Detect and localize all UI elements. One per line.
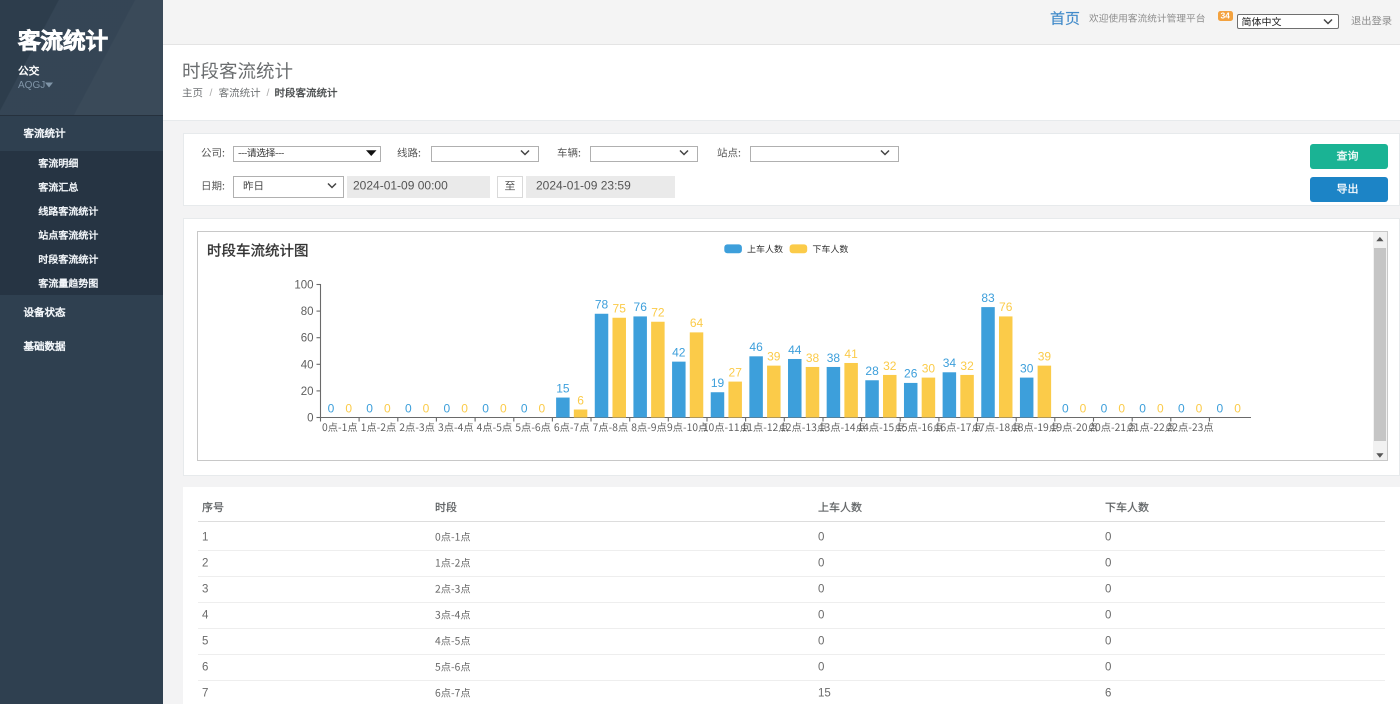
svg-text:38: 38 (806, 351, 820, 365)
svg-text:1: 1 (202, 532, 208, 544)
svg-text:0: 0 (521, 401, 528, 415)
svg-text:0: 0 (1101, 401, 1108, 415)
svg-text:0: 0 (444, 401, 451, 415)
svg-text:0: 0 (1105, 636, 1111, 648)
svg-text:34: 34 (943, 356, 957, 370)
svg-text:76: 76 (634, 300, 648, 314)
svg-text:0: 0 (1105, 532, 1111, 544)
svg-text:32: 32 (883, 359, 897, 373)
svg-text:0: 0 (1105, 610, 1111, 622)
svg-text:2: 2 (202, 558, 208, 570)
svg-text:0: 0 (818, 610, 824, 622)
svg-text:20: 20 (301, 386, 314, 398)
svg-text:0: 0 (328, 401, 335, 415)
svg-text:0: 0 (1139, 401, 1146, 415)
svg-text:44: 44 (788, 343, 802, 357)
svg-text:39: 39 (1038, 350, 1052, 364)
svg-text:42: 42 (672, 346, 686, 360)
svg-text:30: 30 (1020, 361, 1034, 375)
svg-text:75: 75 (613, 302, 627, 316)
svg-text:0: 0 (461, 401, 468, 415)
svg-text:0: 0 (818, 584, 824, 596)
svg-text:76: 76 (999, 300, 1013, 314)
svg-text:2024-01-09 23:59: 2024-01-09 23:59 (536, 179, 631, 193)
svg-text:60: 60 (301, 333, 314, 345)
svg-text:34: 34 (1220, 11, 1230, 21)
svg-text:80: 80 (301, 306, 314, 318)
svg-text:7: 7 (202, 688, 208, 700)
svg-text:0: 0 (345, 401, 352, 415)
svg-text:0: 0 (818, 558, 824, 570)
svg-text:0: 0 (1105, 584, 1111, 596)
svg-text:0: 0 (1217, 401, 1224, 415)
svg-text:15: 15 (818, 688, 831, 700)
svg-text:2024-01-09 00:00: 2024-01-09 00:00 (353, 179, 448, 193)
svg-text:0: 0 (1062, 401, 1069, 415)
svg-text:28: 28 (865, 364, 879, 378)
svg-text:0: 0 (482, 401, 489, 415)
svg-text:0: 0 (1118, 401, 1125, 415)
svg-text:0: 0 (500, 401, 507, 415)
svg-text:6: 6 (577, 393, 584, 407)
svg-text:78: 78 (595, 298, 609, 312)
svg-text:0: 0 (1196, 401, 1203, 415)
svg-text:72: 72 (651, 306, 665, 320)
svg-text:0: 0 (818, 636, 824, 648)
svg-text:3: 3 (202, 584, 208, 596)
svg-text:41: 41 (844, 347, 858, 361)
svg-text:15: 15 (556, 381, 570, 395)
svg-text:30: 30 (922, 361, 936, 375)
svg-text:27: 27 (729, 365, 743, 379)
svg-text:0: 0 (1105, 558, 1111, 570)
svg-text:0: 0 (818, 532, 824, 544)
svg-text:0: 0 (1178, 401, 1185, 415)
svg-text:0: 0 (405, 401, 412, 415)
svg-text:39: 39 (767, 350, 781, 364)
svg-text:83: 83 (981, 291, 995, 305)
svg-text:0: 0 (539, 401, 546, 415)
svg-text:/: / (210, 87, 213, 99)
svg-text:5: 5 (202, 636, 208, 648)
svg-text:0: 0 (423, 401, 430, 415)
svg-text:64: 64 (690, 316, 704, 330)
svg-text:0: 0 (1080, 401, 1087, 415)
svg-text:0: 0 (1157, 401, 1164, 415)
svg-text:0: 0 (366, 401, 373, 415)
svg-text:32: 32 (960, 359, 974, 373)
svg-text:0: 0 (818, 662, 824, 674)
svg-text:0: 0 (1105, 662, 1111, 674)
svg-text:0: 0 (1234, 401, 1241, 415)
svg-text:4: 4 (202, 610, 209, 622)
svg-text:0: 0 (307, 413, 313, 425)
svg-text:AQGJ: AQGJ (18, 80, 45, 91)
svg-text:100: 100 (294, 280, 313, 292)
svg-text:40: 40 (301, 359, 314, 371)
svg-text:19: 19 (711, 376, 725, 390)
svg-text:6: 6 (1105, 688, 1111, 700)
svg-text:6: 6 (202, 662, 208, 674)
svg-text:46: 46 (749, 340, 763, 354)
svg-text:38: 38 (827, 351, 841, 365)
svg-text:26: 26 (904, 367, 918, 381)
svg-text:/: / (267, 87, 270, 99)
svg-text:0: 0 (384, 401, 391, 415)
